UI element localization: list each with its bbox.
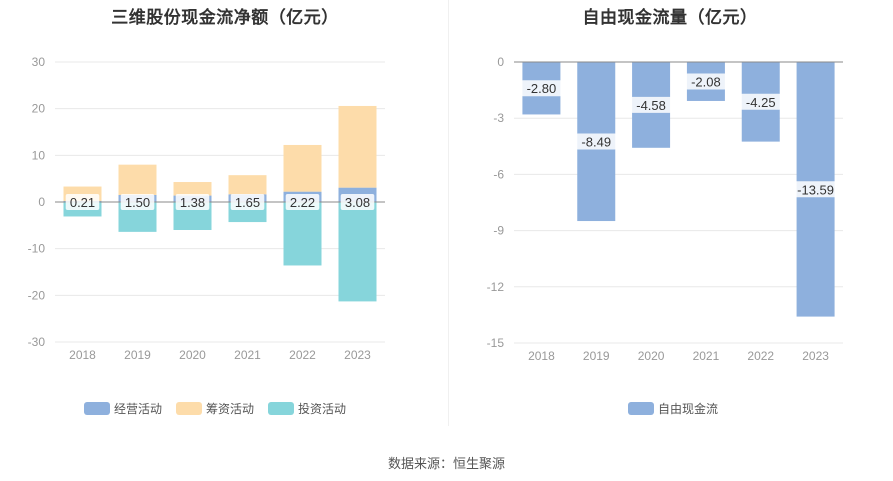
data-label-bg [575,133,617,150]
x-tick-label: 2020 [179,348,206,362]
data-label: -2.08 [691,74,721,89]
y-tick-label: -30 [28,335,46,349]
x-tick-label: 2023 [344,348,371,362]
x-tick-label: 2019 [124,348,151,362]
data-label: -4.25 [746,95,776,110]
data-label-bg [520,80,562,97]
bar-investing [283,202,322,266]
data-label-bg [630,96,672,113]
data-label: -2.80 [527,81,557,96]
right-chart-title: 自由现金流量（亿元） [582,8,758,28]
x-tick-label: 2020 [638,349,665,363]
legend-label-investing: 投资活动 [298,402,347,416]
right-legend: 自由现金流 [628,400,718,417]
left-chart-title: 三维股份现金流净额（亿元） [111,8,339,28]
bar-financing [338,105,377,188]
y-tick-label: -6 [493,167,504,181]
y-tick-label: -3 [493,111,504,125]
legend-swatch-operating [84,402,110,415]
data-label: 1.65 [235,195,260,210]
legend-item-investing[interactable]: 投资活动 [268,400,346,417]
x-tick-label: 2018 [69,348,96,362]
y-tick-label: -9 [493,224,504,238]
x-tick-label: 2022 [289,348,316,362]
left-legend: 经营活动 筹资活动 投资活动 [84,400,346,417]
bar-financing [118,164,157,195]
data-label: 0.21 [70,195,95,210]
legend-item-financing[interactable]: 筹资活动 [176,400,254,417]
bar-financing [283,144,322,192]
data-label: -8.49 [581,135,611,150]
legend-swatch-investing [268,402,295,415]
data-label-bg [230,194,265,210]
data-label-bg [175,194,210,210]
bar-financing [228,175,267,195]
x-tick-label: 2019 [583,349,610,363]
data-label: -4.58 [636,98,666,113]
data-label: 2.22 [290,195,315,210]
y-tick-label: 30 [32,55,46,69]
data-label-bg [285,194,320,210]
free-cash-flow-chart: 0 -3 -6 -9 -12 -15 2018 2019 2020 2021 2022 2023 -2.… [487,55,843,363]
legend-item-free-cash-flow[interactable]: 自由现金流 [628,400,718,417]
legend-swatch-financing [176,402,203,415]
y-tick-label: -15 [487,336,505,350]
data-label: 1.50 [125,195,150,210]
legend-item-operating[interactable]: 经营活动 [84,400,162,417]
legend-label-operating: 经营活动 [114,402,163,416]
data-label-bg [340,194,375,210]
x-tick-label: 2021 [234,348,261,362]
x-tick-label: 2018 [528,349,555,363]
y-tick-label: -12 [487,280,505,294]
data-source-note: 数据来源：恒生聚源 [387,457,505,472]
legend-swatch-free-cash-flow [628,402,654,415]
cash-flow-net-chart: 30 20 10 0 -10 -20 -30 2018 2019 2020 2021 2022 2023… [28,55,385,362]
y-tick-label: 20 [32,102,46,116]
x-tick-label: 2022 [747,349,774,363]
x-tick-label: 2021 [693,349,720,363]
data-label-bg [685,73,727,90]
chart-divider [448,0,449,426]
data-label-bg [120,194,155,210]
legend-label-financing: 筹资活动 [206,402,255,416]
bar-financing [173,182,212,196]
y-tick-label: 0 [497,55,504,69]
bar-investing [338,202,377,302]
y-tick-label: 0 [38,195,45,209]
data-label: -13.59 [797,182,834,197]
x-tick-label: 2023 [802,349,829,363]
data-label-bg [791,181,840,198]
data-label: 1.38 [180,195,205,210]
y-tick-label: 10 [32,148,46,162]
data-label: 3.08 [345,195,370,210]
y-tick-label: -20 [28,288,46,302]
data-label-bg [740,93,782,110]
legend-label-free-cash-flow: 自由现金流 [658,402,719,416]
y-tick-label: -10 [28,242,46,256]
data-label-bg [65,194,100,210]
